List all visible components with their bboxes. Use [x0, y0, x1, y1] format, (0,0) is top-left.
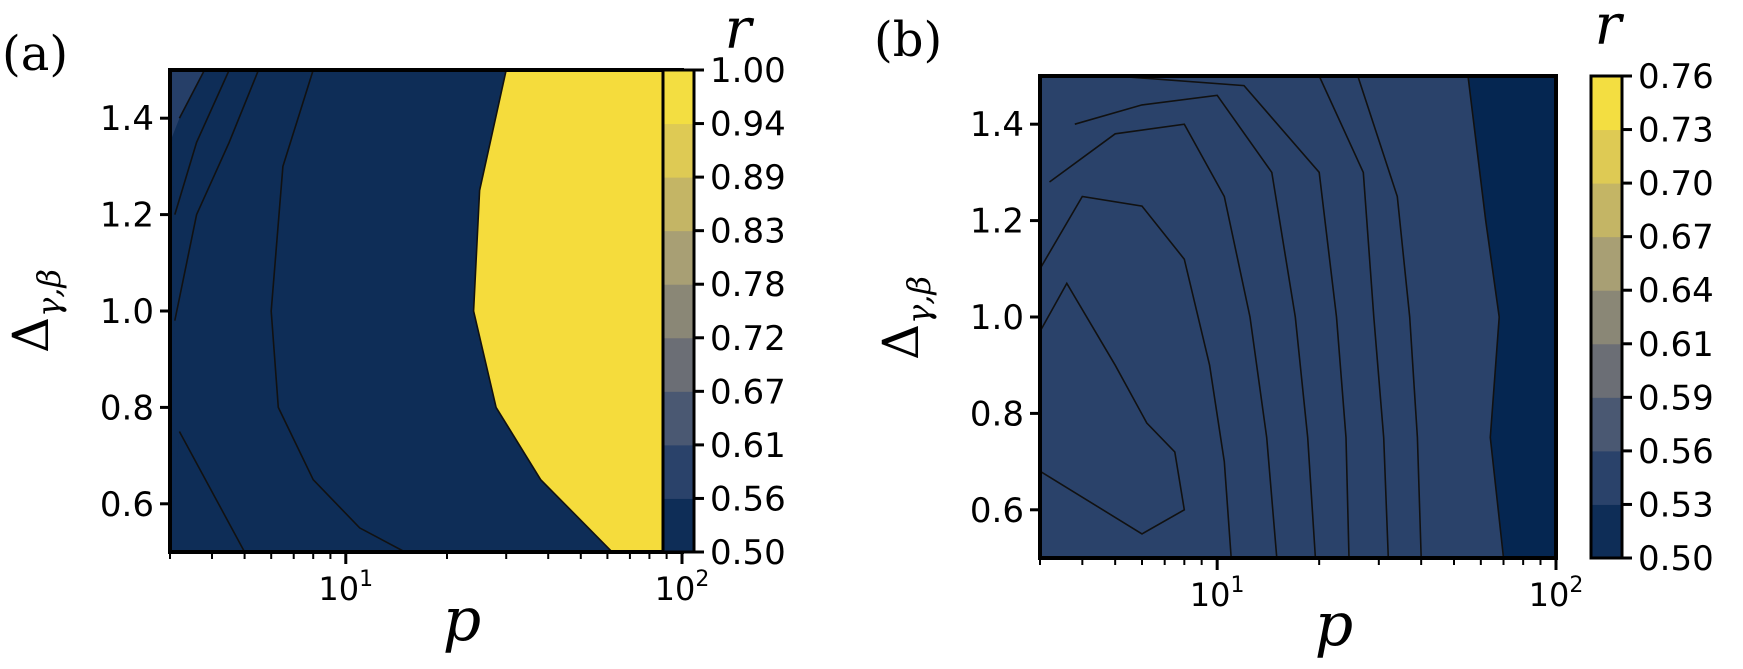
y-tick-label: 1.0 [100, 292, 154, 332]
colorbar-band [1591, 183, 1622, 238]
x-tick-label: 102 [655, 567, 710, 608]
contour-line-0_59 [1184, 76, 1390, 558]
contour-line-0_61 [1115, 76, 1350, 558]
y-axis-a: 0.6 0.8 1.0 1.2 1.4 [100, 99, 170, 525]
colorbar-band [663, 391, 694, 446]
colorbar-tick-label: 0.89 [710, 158, 786, 198]
colorbar-tick-label: 0.59 [1638, 378, 1714, 418]
x-tick-label: 101 [1190, 573, 1245, 614]
y-tick-label: 0.6 [970, 491, 1024, 531]
colorbar-tick-label: 0.67 [710, 372, 786, 412]
colorbar-band [1591, 450, 1622, 505]
colorbar-tick-label: 0.61 [1638, 325, 1714, 365]
x-axis-label-b: p [1315, 590, 1353, 660]
colorbar-tick-label: 0.67 [1638, 218, 1714, 258]
contour-region-0_78 [170, 70, 259, 552]
panel-a: (a) 0.60.81.01.21.4 101 102 p Δγ,β 0.500.… [2, 0, 786, 655]
y-tick-label: 1.2 [100, 196, 154, 236]
contour-line-0_64 [1074, 94, 1317, 558]
contour-region-right [1468, 76, 1556, 558]
y-tick-label: 0.6 [100, 485, 154, 525]
colorbar-tick-label: 0.50 [1638, 539, 1714, 579]
y-axis-label-a-main: Δ [2, 317, 60, 353]
colorbar-frame [661, 68, 696, 554]
colorbar-tick-label: 0.72 [710, 319, 786, 359]
colorbar-tick-label: 0.53 [1638, 485, 1714, 525]
colorbar-tick-label: 0.78 [710, 265, 786, 305]
colorbar-tick-label: 0.70 [1638, 164, 1714, 204]
contour-line-0_83 [178, 431, 246, 552]
x-tick-label: 101 [318, 567, 373, 608]
colorbar-band [1591, 290, 1622, 345]
colorbar-band [1591, 343, 1622, 398]
contour-line-0_67 [178, 70, 206, 119]
x-axis-a: 101 102 [169, 552, 710, 608]
colorbar-tick-label: 0.94 [710, 105, 786, 145]
colorbar-a: 0.50 0.56 0.61 0.67 0.72 0.78 0.83 0.89 0.94 1.00 [661, 51, 786, 573]
y-tick-label: 1.2 [970, 202, 1024, 242]
y-tick-label: 1.0 [970, 298, 1024, 338]
colorbar-b: 0.50 0.53 0.56 0.59 0.61 0.64 0.67 0.70 0.73 0.76 [1589, 57, 1714, 579]
panel-label-b: (b) [874, 12, 942, 68]
colorbar-band [1591, 76, 1622, 131]
colorbar-label-a: r [725, 0, 755, 62]
colorbar-band [1591, 129, 1622, 184]
colorbar-tick-label: 0.64 [1638, 271, 1714, 311]
contour-region-0_83 [170, 431, 245, 552]
x-axis-b: 101 102 [1039, 558, 1584, 614]
contour-line-0_73 [1040, 281, 1186, 535]
colorbar-tick-label: 0.56 [710, 479, 786, 519]
y-tick-label: 0.8 [100, 388, 154, 428]
contour-line-0_56 [1357, 76, 1422, 558]
panel-label-a: (a) [2, 26, 68, 82]
contour-line-0_89 [270, 70, 406, 552]
contour-line-0_72 [174, 70, 230, 215]
colorbar-tick-label: 0.61 [710, 426, 786, 466]
colorbar-tick-label: 0.50 [710, 533, 786, 573]
colorbar-band [663, 284, 694, 339]
contour-line-0_94 [472, 70, 613, 552]
y-axis-label-a: Δγ,β [2, 269, 68, 353]
colorbar-band [663, 123, 694, 178]
colorbar-band [1591, 504, 1622, 559]
colorbar-band [663, 498, 694, 553]
colorbar-label-b: r [1595, 0, 1625, 58]
colorbar-band [663, 70, 694, 125]
y-axis-b: 0.6 0.8 1.0 1.2 1.4 [970, 105, 1040, 531]
x-tick-label: 102 [1529, 573, 1584, 614]
contour-line-0_7 [1040, 195, 1232, 558]
contour-region-0_89 [170, 70, 405, 552]
y-tick-label: 1.4 [970, 105, 1024, 145]
colorbar-tick-label: 0.56 [1638, 432, 1714, 472]
colorbar-band [663, 230, 694, 285]
colorbar-band [1591, 397, 1622, 452]
x-axis-label-a: p [443, 585, 481, 655]
y-tick-label: 1.4 [100, 99, 154, 139]
y-axis-label-b: Δγ,β [872, 276, 938, 360]
contour-plot-b [1038, 74, 1558, 560]
panel-b: (b) 0.60.81.01.21.4 101 102 p Δγ,β 0.500.… [872, 0, 1714, 660]
colorbar-tick-label: 1.00 [710, 51, 786, 91]
colorbar-band [663, 444, 694, 499]
colorbar-tick-label: 0.73 [1638, 111, 1714, 151]
colorbar-band [1591, 236, 1622, 291]
y-axis-label-a-sub: γ,β [30, 269, 68, 317]
colorbar-tick-label: 0.83 [710, 212, 786, 252]
colorbar-band [663, 177, 694, 232]
colorbar-frame [1589, 74, 1624, 560]
contour-plot-a [168, 68, 684, 554]
contour-line-0_53 [1467, 76, 1505, 558]
contour-line-0_78 [174, 70, 260, 321]
y-axis-label-b-main: Δ [872, 324, 930, 360]
contour-region-0_53 [1040, 76, 1504, 558]
y-axis-label-b-sub: γ,β [900, 276, 938, 324]
contour-line-0_67 [1049, 123, 1278, 558]
colorbar-band [663, 337, 694, 392]
contour-region-corner [170, 70, 205, 143]
y-tick-label: 0.8 [970, 394, 1024, 434]
colorbar-tick-label: 0.76 [1638, 57, 1714, 97]
